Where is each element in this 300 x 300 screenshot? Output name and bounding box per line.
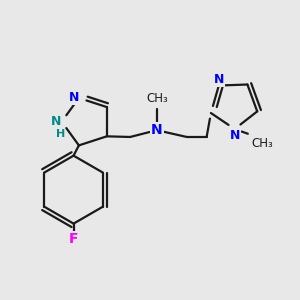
Text: N: N <box>214 73 224 85</box>
Text: F: F <box>69 232 78 247</box>
Text: N: N <box>230 129 240 142</box>
Text: CH₃: CH₃ <box>252 137 273 150</box>
Text: H: H <box>56 129 65 139</box>
Text: N: N <box>151 123 163 137</box>
Text: N: N <box>68 92 79 104</box>
Text: CH₃: CH₃ <box>146 92 168 105</box>
Text: N: N <box>51 115 62 128</box>
